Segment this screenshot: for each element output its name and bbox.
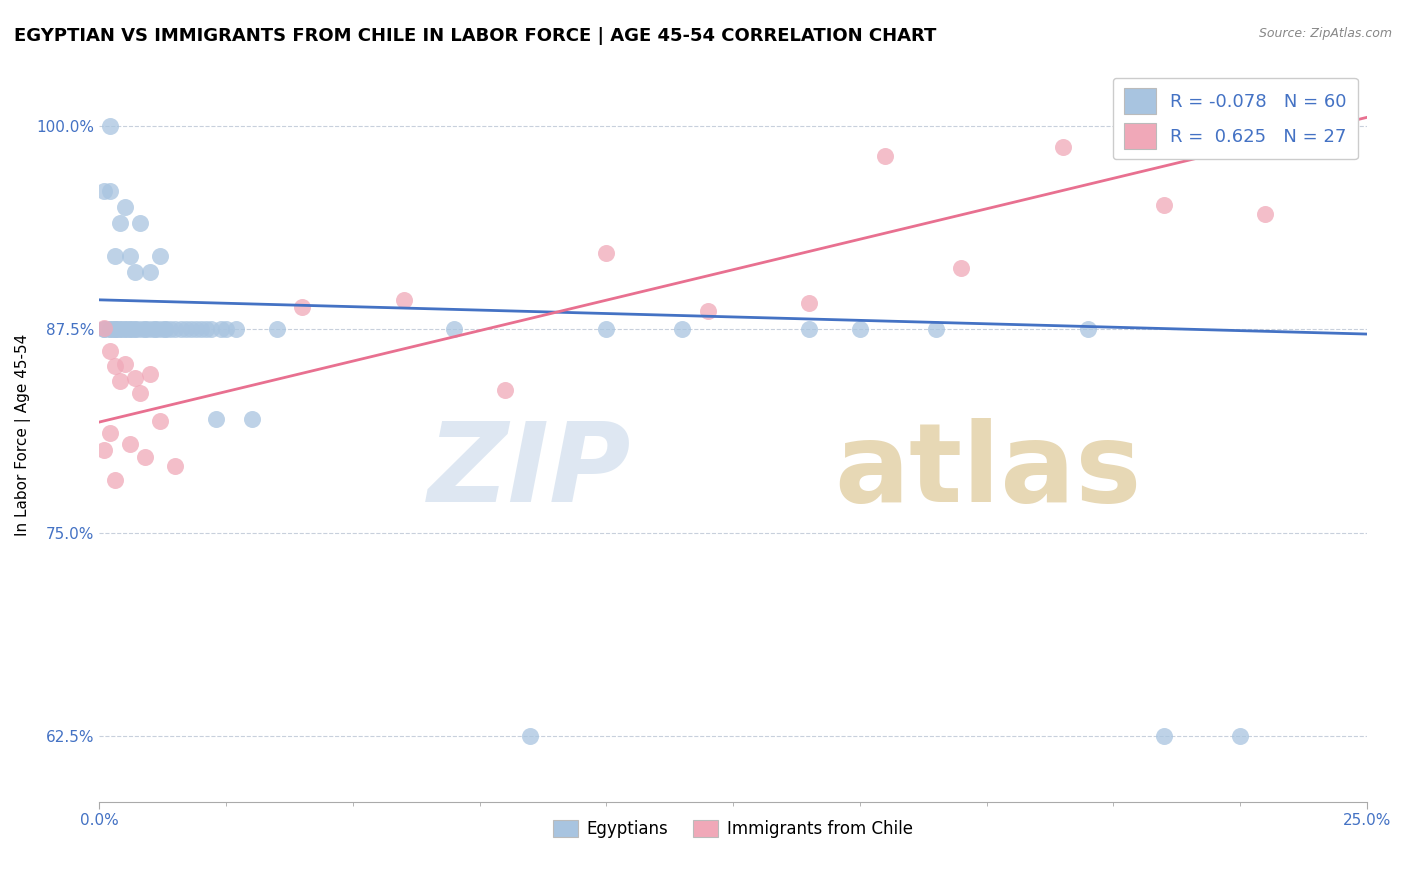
Point	[108, 322, 131, 336]
Point	[104, 249, 127, 263]
Y-axis label: In Labor Force | Age 45-54: In Labor Force | Age 45-54	[15, 334, 31, 536]
Point	[155, 322, 177, 336]
Point	[205, 411, 228, 425]
Point	[98, 322, 121, 336]
Point	[184, 322, 207, 336]
Point	[93, 443, 115, 458]
Point	[93, 322, 115, 336]
Point	[143, 322, 166, 336]
Point	[104, 322, 127, 336]
Point	[1229, 730, 1251, 744]
Point	[108, 322, 131, 336]
Point	[108, 216, 131, 230]
Point	[124, 265, 146, 279]
Point	[134, 322, 156, 336]
Point	[93, 322, 115, 336]
Point	[98, 119, 121, 133]
Point	[129, 322, 152, 336]
Point	[240, 411, 263, 425]
Point	[124, 322, 146, 336]
Point	[129, 216, 152, 230]
Point	[149, 322, 172, 336]
Point	[925, 322, 948, 336]
Point	[209, 322, 232, 336]
Point	[200, 322, 222, 336]
Point	[98, 322, 121, 336]
Text: Source: ZipAtlas.com: Source: ZipAtlas.com	[1258, 27, 1392, 40]
Point	[1153, 198, 1175, 212]
Point	[174, 322, 197, 336]
Point	[108, 375, 131, 389]
Point	[104, 322, 127, 336]
Point	[104, 322, 127, 336]
Point	[114, 322, 136, 336]
Point	[1153, 730, 1175, 744]
Point	[118, 437, 141, 451]
Point	[118, 249, 141, 263]
Point	[98, 425, 121, 440]
Point	[696, 303, 718, 318]
Point	[671, 322, 693, 336]
Point	[124, 322, 146, 336]
Point	[114, 322, 136, 336]
Point	[194, 322, 217, 336]
Point	[114, 357, 136, 371]
Point	[139, 265, 162, 279]
Text: ZIP: ZIP	[429, 418, 631, 525]
Point	[98, 184, 121, 198]
Legend: Egyptians, Immigrants from Chile: Egyptians, Immigrants from Chile	[547, 813, 920, 845]
Point	[225, 322, 247, 336]
Point	[118, 322, 141, 336]
Point	[190, 322, 212, 336]
Point	[129, 386, 152, 401]
Point	[165, 459, 187, 474]
Point	[104, 359, 127, 374]
Point	[98, 344, 121, 359]
Text: atlas: atlas	[835, 418, 1142, 525]
Point	[875, 148, 897, 162]
Point	[215, 322, 238, 336]
Point	[165, 322, 187, 336]
Point	[494, 383, 516, 397]
Point	[799, 322, 821, 336]
Point	[149, 414, 172, 428]
Point	[291, 300, 314, 314]
Point	[443, 322, 465, 336]
Point	[180, 322, 202, 336]
Text: EGYPTIAN VS IMMIGRANTS FROM CHILE IN LABOR FORCE | AGE 45-54 CORRELATION CHART: EGYPTIAN VS IMMIGRANTS FROM CHILE IN LAB…	[14, 27, 936, 45]
Point	[950, 261, 973, 276]
Point	[159, 322, 181, 336]
Point	[266, 322, 288, 336]
Point	[124, 371, 146, 385]
Point	[849, 322, 872, 336]
Point	[134, 322, 156, 336]
Point	[93, 184, 115, 198]
Point	[118, 322, 141, 336]
Point	[799, 296, 821, 310]
Point	[595, 322, 617, 336]
Point	[392, 293, 415, 307]
Point	[169, 322, 191, 336]
Point	[519, 730, 541, 744]
Point	[139, 322, 162, 336]
Point	[134, 450, 156, 464]
Point	[149, 249, 172, 263]
Point	[143, 322, 166, 336]
Point	[104, 474, 127, 488]
Point	[155, 322, 177, 336]
Point	[114, 200, 136, 214]
Point	[139, 368, 162, 382]
Point	[1077, 322, 1099, 336]
Point	[1052, 140, 1074, 154]
Point	[1254, 207, 1277, 221]
Point	[93, 321, 115, 335]
Point	[595, 245, 617, 260]
Point	[1330, 102, 1353, 116]
